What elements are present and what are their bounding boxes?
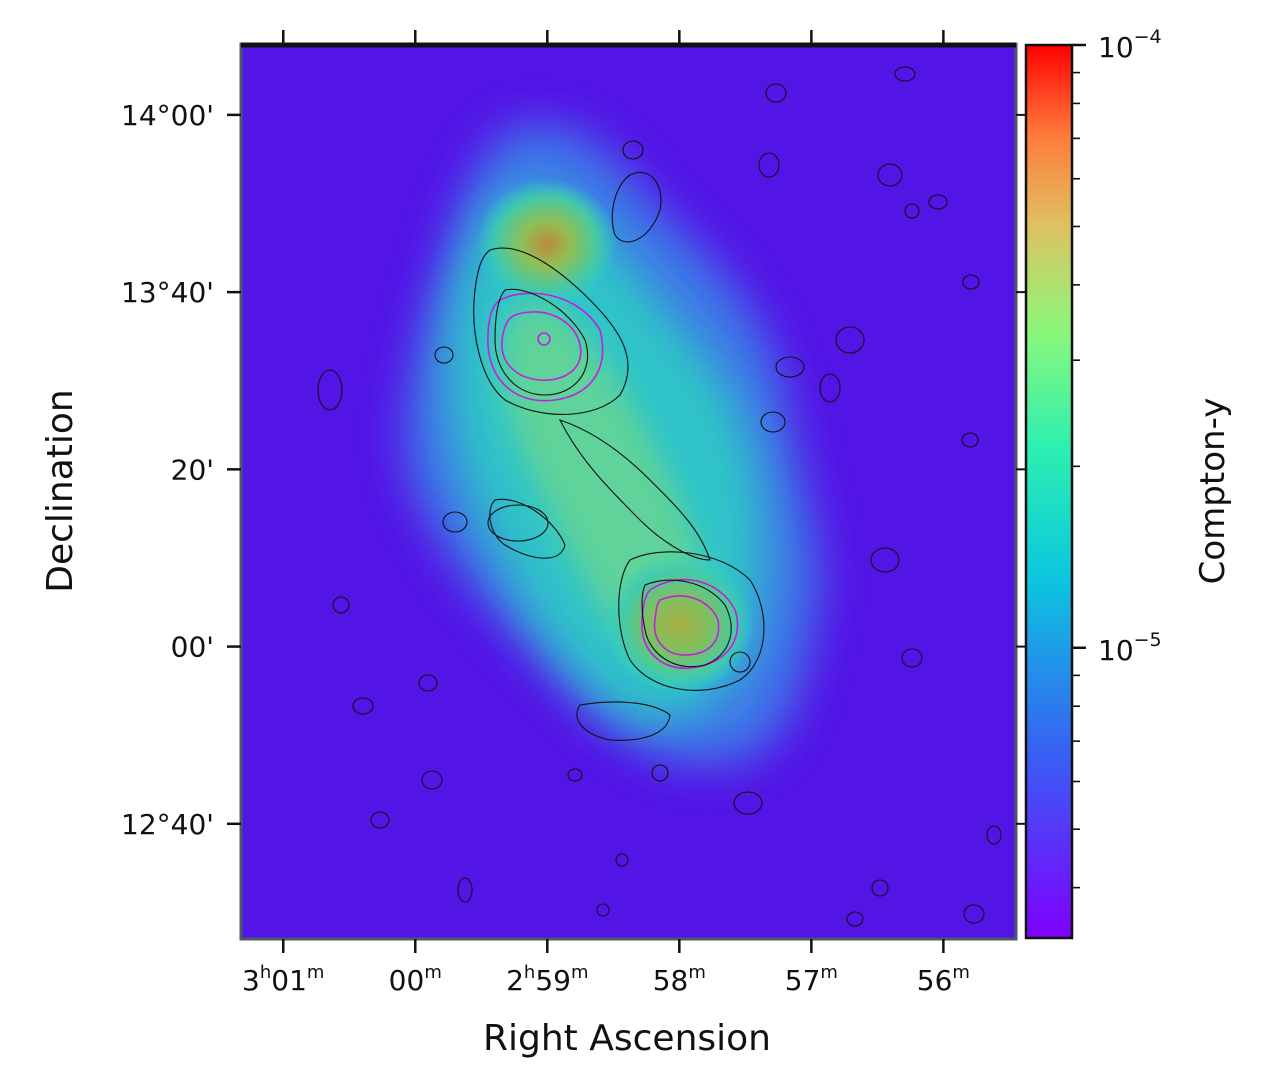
colorbar-tick-label: 10−5 xyxy=(1098,629,1162,667)
x-axis: 3h01m 00m 2h59m 58m 57m 56m xyxy=(242,30,970,997)
y-tick-label: 14°00' xyxy=(121,99,214,132)
y-tick-label: 13°40' xyxy=(121,276,214,309)
y-axis-label: Declination xyxy=(40,389,81,593)
x-tick-label: 00m xyxy=(389,962,442,997)
y-tick-label: 00' xyxy=(171,631,214,664)
x-tick-label: 57m xyxy=(785,962,838,997)
colorbar-frame xyxy=(1024,43,1074,940)
x-axis-label: Right Ascension xyxy=(483,1018,771,1059)
x-tick-label: 3h01m xyxy=(242,962,324,997)
compton-y-map xyxy=(241,44,1016,939)
y-axis: 14°00' 13°40' 20' 00' 12°40' xyxy=(121,99,1026,841)
colorbar: 10−4 10−5 Compton-y xyxy=(1024,26,1233,940)
colorbar-tick-label: 10−4 xyxy=(1098,26,1162,64)
black-contours xyxy=(317,66,1002,927)
peak-north xyxy=(477,178,618,309)
peak-south xyxy=(604,554,755,695)
colorbar-ticks: 10−4 10−5 xyxy=(1072,26,1162,889)
colorbar-gradient xyxy=(1026,45,1072,938)
x-tick-label: 56m xyxy=(917,962,970,997)
x-tick-label: 58m xyxy=(653,962,706,997)
y-tick-label: 12°40' xyxy=(121,808,214,841)
x-tick-label: 2h59m xyxy=(506,962,588,997)
colorbar-label-text: Compton-y xyxy=(1193,398,1233,585)
y-tick-label: 20' xyxy=(171,453,214,486)
colorbar-label: Compton-y xyxy=(1193,398,1233,585)
